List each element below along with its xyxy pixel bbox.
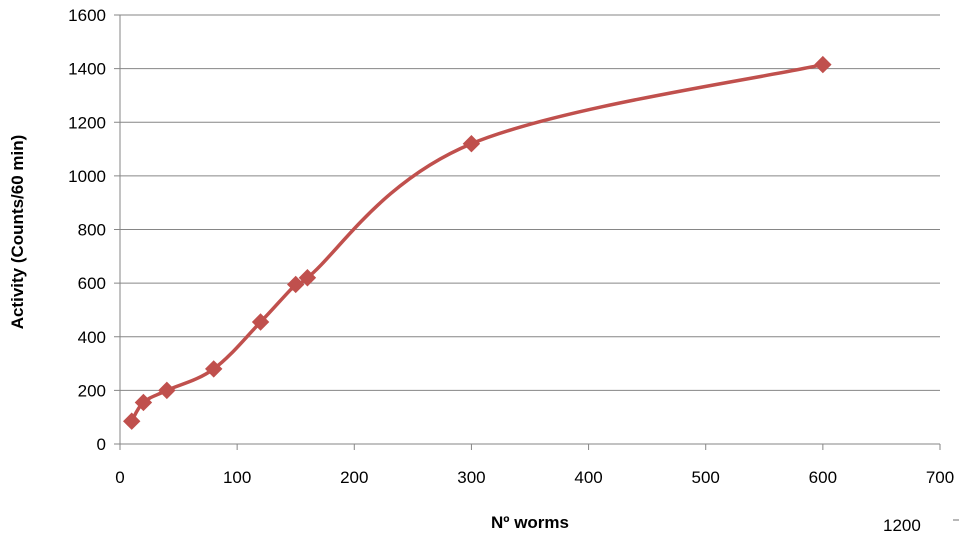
y-tick-label: 1600 xyxy=(68,6,106,25)
data-series xyxy=(123,55,832,430)
data-point-marker xyxy=(298,269,317,287)
data-point-marker xyxy=(123,412,141,430)
data-point-marker xyxy=(814,55,832,74)
y-tick-label: 1000 xyxy=(68,167,106,186)
x-tick-label: 700 xyxy=(926,468,954,487)
corner-annotation: 1200 xyxy=(883,516,921,534)
x-tick-labels: 0 100 200 300 400 500 600 700 xyxy=(115,468,954,487)
x-tick-label: 400 xyxy=(574,468,602,487)
x-tick-label: 500 xyxy=(692,468,720,487)
gridlines xyxy=(120,14,940,391)
data-point-marker xyxy=(287,275,305,294)
x-tick-label: 0 xyxy=(115,468,124,487)
x-tick-label: 300 xyxy=(457,468,485,487)
data-point-marker xyxy=(134,393,153,412)
y-tick-label: 600 xyxy=(78,274,106,293)
data-point-marker xyxy=(205,360,223,378)
x-tick-label: 600 xyxy=(809,468,837,487)
y-tick-label: 0 xyxy=(97,435,106,454)
y-tick-label: 1400 xyxy=(68,60,106,79)
data-point-marker xyxy=(158,381,176,400)
data-point-marker xyxy=(251,313,270,331)
y-tick-label: 1200 xyxy=(68,113,106,132)
y-tick-labels: 0 200 400 600 800 1000 1200 1400 1600 xyxy=(68,6,106,454)
data-point-marker xyxy=(462,134,481,153)
x-tick-label: 200 xyxy=(340,468,368,487)
axes xyxy=(114,14,941,450)
y-axis-title: Activity (Counts/60 min) xyxy=(8,135,27,330)
y-tick-label: 400 xyxy=(78,328,106,347)
y-tick-label: 200 xyxy=(78,381,106,400)
x-axis-title: Nº worms xyxy=(491,513,569,532)
y-tick-label: 800 xyxy=(78,221,106,240)
x-tick-label: 100 xyxy=(223,468,251,487)
series-line xyxy=(129,62,825,423)
